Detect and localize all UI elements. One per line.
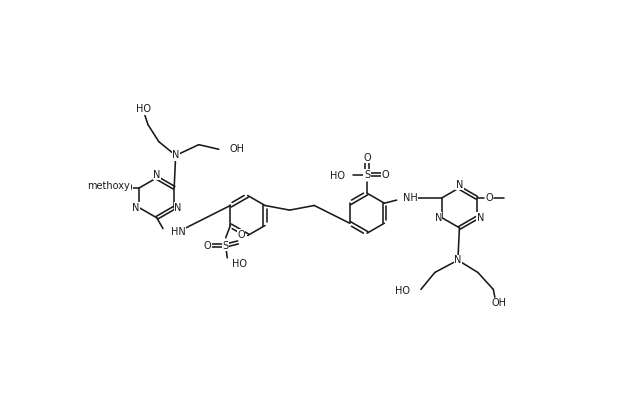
Text: N: N [456,180,463,190]
Text: N: N [132,203,140,213]
Text: methoxy: methoxy [87,181,130,191]
Text: N: N [153,170,160,180]
Text: HO: HO [395,286,410,296]
Text: N: N [477,213,485,223]
Text: N: N [174,203,182,213]
Text: NH: NH [403,193,418,203]
Text: O: O [382,170,389,180]
Text: HO: HO [232,259,247,269]
Text: HN: HN [171,227,185,237]
Text: O: O [363,153,371,163]
Text: HO: HO [136,104,151,114]
Text: O: O [237,230,245,240]
Text: HO: HO [331,171,346,181]
Text: O: O [203,241,211,251]
Text: O: O [125,183,133,193]
Text: OH: OH [492,298,507,308]
Text: S: S [364,170,370,180]
Text: N: N [454,255,461,265]
Text: N: N [172,150,180,160]
Text: OH: OH [230,144,245,154]
Text: S: S [223,241,228,251]
Text: O: O [485,193,493,203]
Text: N: N [434,213,442,223]
